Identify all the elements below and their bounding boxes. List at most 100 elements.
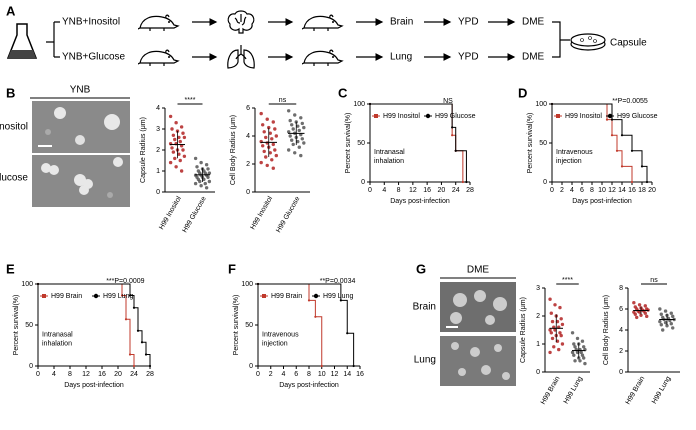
data-point [633,312,637,316]
y-axis-label: Capsule Radius (μm) [520,297,527,363]
y-tick-label: 2 [619,348,623,355]
data-point [296,124,300,128]
data-point [286,130,291,134]
panel-label: F [228,261,236,276]
data-point [174,121,178,125]
survival-point [620,165,624,168]
data-point [549,331,553,335]
survival-point [124,318,128,321]
survival-point [610,118,614,121]
y-tick-label: 1 [156,168,160,175]
data-point [557,347,561,352]
bracket [552,21,570,58]
mouse-icon [302,49,343,67]
micrograph [32,101,130,153]
data-point [578,359,582,363]
data-point [193,181,198,186]
legend-marker [262,294,266,298]
data-point [265,163,269,168]
micrograph [440,336,516,386]
data-point [643,311,647,315]
y-tick-label: 2 [156,147,160,154]
y-axis-label: Capsule Radius (μm) [140,117,147,183]
data-point [203,181,207,186]
data-point [299,116,303,120]
x-tick-label: 8 [397,187,401,194]
significance-label: **** [185,97,196,104]
data-point [572,353,576,357]
row-label: Inositol [0,122,28,133]
survival-point [36,282,40,286]
data-point [268,151,272,155]
y-axis-label: Percent survival(%) [527,113,534,174]
panel-label: E [6,261,15,276]
survival-point [352,364,355,368]
data-point [170,146,174,150]
step-label: DME [522,17,545,28]
survival-point [615,149,619,152]
survival-point [610,134,614,137]
y-axis-label: Percent survival(%) [13,295,20,356]
x-tick-label: 0 [36,371,40,378]
data-point [271,142,275,147]
data-point [171,150,176,154]
y-tick-label: 0 [246,189,250,196]
data-point [291,127,295,131]
data-point [297,145,301,149]
data-point [669,322,673,326]
data-point [645,314,649,319]
survival-point [339,299,342,302]
annotation: inhalation [42,341,72,348]
bracket [46,21,60,58]
image-header: YNB [70,85,91,96]
mouse-icon [138,14,179,32]
data-point [550,336,555,341]
y-tick-label: 6 [619,306,623,313]
data-point [297,128,301,133]
x-axis-label: Days post-infection [64,382,124,389]
data-point [271,120,275,124]
mouse-icon [138,49,179,67]
data-point [663,309,668,313]
data-point [264,155,268,159]
survival-point [605,118,609,121]
medium-label: YNB+Inositol [62,17,120,28]
survival-point [620,134,624,137]
data-point [171,133,176,137]
y-tick-label: 6 [246,105,250,112]
data-point [548,297,552,301]
y-tick-label: 100 [21,281,33,288]
data-point [270,158,274,162]
data-point [580,339,585,343]
x-tick-label: 0 [550,187,554,194]
data-point [552,345,556,349]
x-tick-label: 12 [409,187,417,194]
micrograph [32,155,130,207]
y-tick-label: 0 [156,189,160,196]
data-point [573,345,577,349]
annotation: Intravenous [556,149,593,156]
data-point [273,148,277,152]
data-point [290,138,294,142]
data-point [178,158,182,163]
x-tick-label: 12 [608,187,616,194]
panel-label: A [6,3,16,18]
x-tick-label: H99 Lung [651,375,672,405]
survival-point [630,180,634,184]
data-point [270,137,274,141]
x-tick-label: 2 [269,371,273,378]
data-point [573,359,577,363]
data-point [178,139,182,144]
data-point [635,315,639,320]
data-point [669,311,673,315]
survival-point [461,180,464,184]
significance-label: **** [562,277,573,284]
data-point [579,350,583,355]
data-point [558,331,562,335]
survival-point [451,134,454,137]
x-tick-label: 14 [343,371,351,378]
data-point [267,125,271,130]
data-point [262,149,266,154]
legend-label: H99 Glucose [435,113,476,120]
y-tick-label: 0 [619,369,623,376]
